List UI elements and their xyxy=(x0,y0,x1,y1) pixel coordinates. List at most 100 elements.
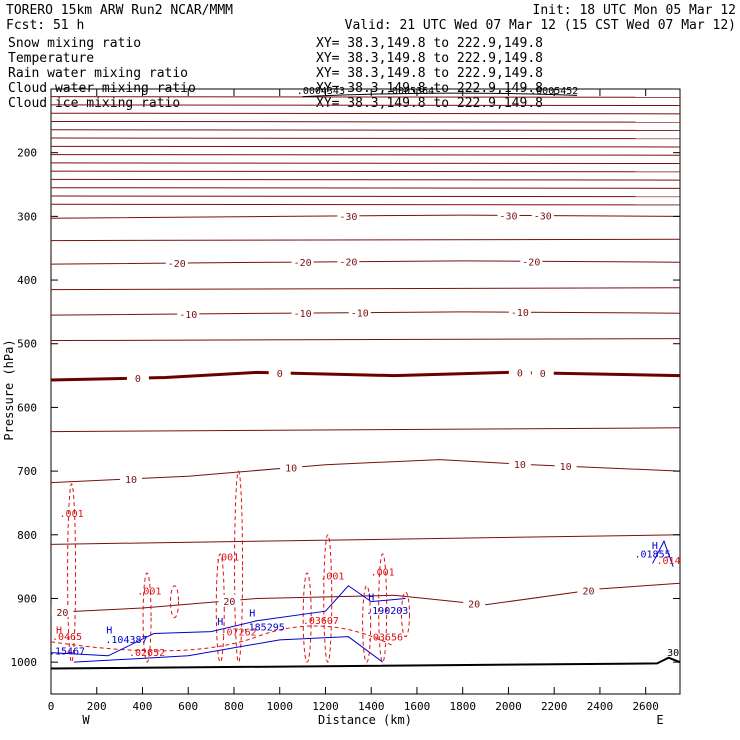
x-tick-label: 2000 xyxy=(495,700,522,713)
isotherm-label: 0 xyxy=(277,369,283,380)
isotherm-label-bg xyxy=(177,307,200,319)
isotherm-upper xyxy=(50,104,681,107)
isotherm-upper xyxy=(50,137,681,140)
isotherm-label-bg xyxy=(508,306,531,318)
isotherm-upper xyxy=(50,129,681,131)
isotherm-label: -20 xyxy=(168,259,186,270)
snow-label: .0005364 xyxy=(386,86,434,97)
legend-field-name: Rain water mixing ratio xyxy=(8,66,188,81)
isotherm-label: 0 xyxy=(540,369,546,380)
cloud-water-label: .01855 xyxy=(634,550,670,561)
isotherm-label-bg xyxy=(348,306,371,318)
legend-field-name: Temperature xyxy=(8,51,94,66)
isotherm-upper xyxy=(50,178,681,181)
isotherm-upper xyxy=(50,170,681,173)
rain-water-label: .001 xyxy=(371,568,395,579)
isotherm-line xyxy=(50,459,681,484)
isotherm-label-bg xyxy=(531,367,554,379)
west-label: W xyxy=(82,713,90,727)
plot-frame xyxy=(50,88,681,695)
x-tick-label: 400 xyxy=(133,700,153,713)
x-tick-label: 800 xyxy=(224,700,244,713)
isotherm-line xyxy=(50,582,681,613)
surface-temperature-label: 30 xyxy=(667,648,679,659)
x-tick-label: 0 xyxy=(48,700,55,713)
rain-water-contour xyxy=(401,591,411,638)
rain-water-label: .02652 xyxy=(129,648,165,659)
x-tick-label: 200 xyxy=(87,700,107,713)
isotherm-upper xyxy=(50,145,681,148)
isotherm-label-bg xyxy=(337,255,360,267)
isotherm-label: -30 xyxy=(534,212,552,223)
rain-water-contour xyxy=(302,572,312,663)
x-tick-label: 600 xyxy=(178,700,198,713)
rain-water-label: .014 xyxy=(657,556,681,567)
rain-water-contour xyxy=(362,585,372,663)
isotherm-line xyxy=(50,214,681,219)
legend-field-xy: XY= 38.3,149.8 to 222.9,149.8 xyxy=(316,96,543,111)
cloud-water-contour-east xyxy=(652,539,674,567)
isotherm-label: -10 xyxy=(179,310,197,321)
isotherm-label-bg xyxy=(165,257,188,269)
isotherm-upper xyxy=(50,96,681,98)
isotherm-label-bg xyxy=(280,461,303,473)
isotherm-label: 20 xyxy=(468,600,480,611)
cloud-water-label: .15467 xyxy=(49,647,85,658)
isotherm-upper xyxy=(50,162,681,165)
cloud-water-contour xyxy=(50,585,406,657)
isotherm-label-bg xyxy=(51,605,74,617)
isotherm-upper xyxy=(50,112,681,115)
isotherm-label-bg xyxy=(508,366,531,378)
isotherm-label-bg xyxy=(508,458,531,470)
isotherm-label-bg xyxy=(291,256,314,268)
isotherm-label-bg xyxy=(577,584,600,596)
legend-field-xy: XY= 38.3,149.8 to 222.9,149.8 xyxy=(316,66,543,81)
y-tick-label: 500 xyxy=(17,338,37,351)
maximum-marker: H xyxy=(56,626,62,637)
cloud-water-label: .185295 xyxy=(243,622,285,633)
isotherm-label-bg xyxy=(531,209,554,221)
contour-labels: -30 -30 -30 -20 -20 -20 -20 -10 -10 -10 -10 0 0 0 0 10 1… xyxy=(49,86,681,659)
snow-label: .0004343 xyxy=(297,86,345,97)
isotherm-label: -10 xyxy=(294,309,312,320)
x-tick-label: 1800 xyxy=(449,700,476,713)
isotherm-label-bg xyxy=(291,307,314,319)
isotherm-label: 10 xyxy=(560,462,572,473)
maximum-marker: H xyxy=(217,617,223,628)
rain-water-label: .03656 xyxy=(367,633,403,644)
isotherm-label: -20 xyxy=(294,258,312,269)
y-tick-label: 200 xyxy=(17,147,37,160)
x-tick-label: 1600 xyxy=(404,700,431,713)
valid-time: Valid: 21 UTC Wed 07 Mar 12 (15 CST Wed … xyxy=(345,18,736,33)
isotherm-label: -20 xyxy=(522,257,540,268)
legend-field-xy: XY= 38.3,149.8 to 222.9,149.8 xyxy=(316,51,543,66)
cloud-water-label: .104387 xyxy=(105,635,147,646)
rain-water-contour xyxy=(170,585,180,619)
rain-water-contour xyxy=(234,470,244,663)
isotherm-upper xyxy=(50,195,681,198)
isotherm-label-bg xyxy=(497,209,520,221)
isotherm-label-bg xyxy=(218,594,241,606)
x-tick-label: 1400 xyxy=(358,700,385,713)
y-tick-label: 300 xyxy=(17,210,37,223)
isotherm-label: 10 xyxy=(514,460,526,471)
isotherm-label: 20 xyxy=(582,587,594,598)
isotherm-minor xyxy=(50,238,681,242)
isotherm-label: 0 xyxy=(135,374,141,385)
isotherm-upper xyxy=(50,187,681,189)
rain-water-contour xyxy=(323,534,333,663)
isotherm-label: -30 xyxy=(499,211,517,222)
y-tick-label: 1000 xyxy=(11,656,38,669)
legend-field-name: Snow mixing ratio xyxy=(8,36,141,51)
isotherm-label: -10 xyxy=(511,308,529,319)
isotherm-label: 10 xyxy=(285,464,297,475)
isotherm-label: 0 xyxy=(517,369,523,380)
model-title: TORERO 15km ARW Run2 NCAR/MMM xyxy=(6,3,233,18)
rain-water-label: .001 xyxy=(137,587,161,598)
isotherm-line xyxy=(50,311,681,316)
rain-water-label: .001 xyxy=(60,509,84,520)
legend-field-name: Cloud ice mixing ratio xyxy=(8,96,180,111)
isotherm-label-bg xyxy=(463,597,486,609)
east-label: E xyxy=(656,713,663,727)
isotherm-line xyxy=(50,260,681,265)
